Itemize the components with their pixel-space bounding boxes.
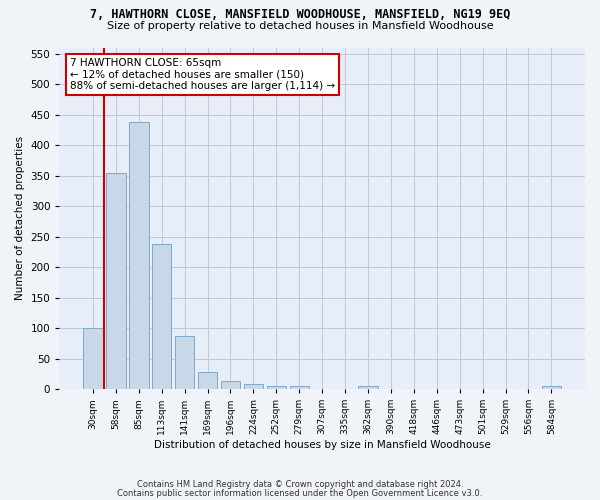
Text: Contains public sector information licensed under the Open Government Licence v3: Contains public sector information licen…	[118, 490, 482, 498]
Bar	[290, 386, 309, 389]
Text: Contains HM Land Registry data © Crown copyright and database right 2024.: Contains HM Land Registry data © Crown c…	[137, 480, 463, 489]
Bar	[244, 384, 263, 389]
Bar	[152, 244, 172, 389]
Bar	[83, 328, 103, 389]
Y-axis label: Number of detached properties: Number of detached properties	[15, 136, 25, 300]
Text: 7, HAWTHORN CLOSE, MANSFIELD WOODHOUSE, MANSFIELD, NG19 9EQ: 7, HAWTHORN CLOSE, MANSFIELD WOODHOUSE, …	[90, 8, 510, 20]
Bar	[221, 381, 240, 389]
Bar	[358, 386, 378, 389]
Bar	[198, 372, 217, 389]
Bar	[266, 386, 286, 389]
Text: Size of property relative to detached houses in Mansfield Woodhouse: Size of property relative to detached ho…	[107, 21, 493, 31]
Bar	[542, 386, 561, 389]
Bar	[175, 336, 194, 389]
Bar	[106, 172, 125, 389]
Bar	[129, 122, 149, 389]
X-axis label: Distribution of detached houses by size in Mansfield Woodhouse: Distribution of detached houses by size …	[154, 440, 491, 450]
Text: 7 HAWTHORN CLOSE: 65sqm
← 12% of detached houses are smaller (150)
88% of semi-d: 7 HAWTHORN CLOSE: 65sqm ← 12% of detache…	[70, 58, 335, 91]
